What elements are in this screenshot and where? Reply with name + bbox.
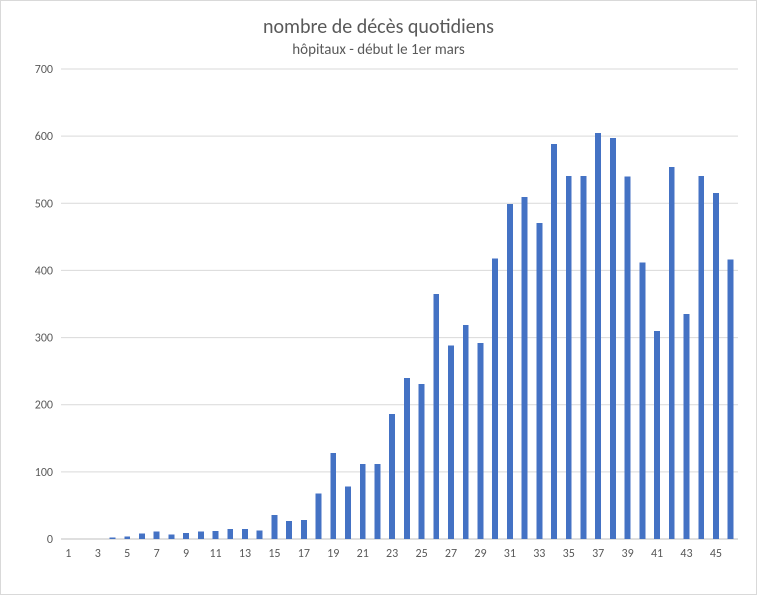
- x-axis-label: 9: [183, 547, 189, 561]
- bar: [301, 520, 307, 539]
- bar: [566, 176, 572, 539]
- x-axis-label: 17: [298, 547, 310, 561]
- bar: [227, 529, 233, 539]
- bar: [492, 258, 498, 539]
- bar: [463, 325, 469, 539]
- bar: [154, 532, 160, 539]
- x-axis-label: 25: [415, 547, 427, 561]
- bar: [139, 534, 145, 539]
- bar: [625, 176, 631, 539]
- y-axis-label: 600: [35, 130, 53, 144]
- bar: [316, 493, 322, 539]
- bar: [330, 453, 336, 539]
- bar: [595, 133, 601, 539]
- bar: [684, 314, 690, 539]
- x-axis-label: 37: [592, 547, 604, 561]
- x-axis-label: 35: [563, 547, 575, 561]
- x-axis-label: 39: [622, 547, 634, 561]
- chart-titles: nombre de décès quotidiens hôpitaux - dé…: [1, 1, 756, 59]
- x-axis-label: 29: [474, 547, 486, 561]
- x-axis-label: 21: [357, 547, 369, 561]
- bar: [360, 464, 366, 539]
- x-axis-label: 15: [268, 547, 280, 561]
- bar: [507, 204, 513, 539]
- bar: [610, 138, 616, 539]
- x-axis-label: 43: [680, 547, 692, 561]
- bar: [271, 515, 277, 539]
- y-axis-label: 500: [35, 197, 53, 211]
- y-axis-label: 200: [35, 399, 53, 413]
- bar: [374, 464, 380, 539]
- bar: [168, 534, 174, 539]
- bar: [669, 167, 675, 539]
- y-axis-label: 400: [35, 264, 53, 278]
- y-axis-label: 700: [35, 63, 53, 77]
- x-axis-label: 3: [95, 547, 101, 561]
- y-axis-label: 300: [35, 332, 53, 346]
- x-axis-label: 19: [327, 547, 339, 561]
- bar: [242, 529, 248, 539]
- bar: [198, 532, 204, 539]
- bar: [124, 536, 130, 539]
- bar: [404, 378, 410, 539]
- bar: [536, 223, 542, 539]
- x-axis-label: 23: [386, 547, 398, 561]
- x-axis-label: 41: [651, 547, 663, 561]
- bar: [551, 144, 557, 539]
- x-axis-label: 13: [239, 547, 251, 561]
- bar: [110, 538, 116, 539]
- bar-chart: 0100200300400500600700135791113151719212…: [1, 59, 757, 579]
- y-axis-label: 100: [35, 466, 53, 480]
- bar: [286, 521, 292, 539]
- bar: [728, 260, 734, 539]
- chart-subtitle: hôpitaux - début le 1er mars: [1, 41, 756, 59]
- bar: [522, 197, 528, 539]
- bar: [257, 530, 263, 539]
- x-axis-label: 33: [533, 547, 545, 561]
- x-axis-label: 1: [65, 547, 71, 561]
- x-axis-label: 27: [445, 547, 457, 561]
- y-axis-label: 0: [47, 533, 53, 547]
- bar: [478, 343, 484, 539]
- bar: [639, 262, 645, 539]
- bar: [448, 346, 454, 539]
- chart-container: nombre de décès quotidiens hôpitaux - dé…: [0, 0, 757, 595]
- bar: [713, 193, 719, 539]
- bar: [654, 331, 660, 539]
- bar: [698, 176, 704, 539]
- x-axis-label: 5: [124, 547, 130, 561]
- x-axis-label: 45: [710, 547, 722, 561]
- bar: [213, 531, 219, 539]
- bar: [345, 487, 351, 539]
- x-axis-label: 11: [209, 547, 221, 561]
- bar: [183, 533, 189, 539]
- bar: [389, 414, 395, 539]
- bar: [433, 294, 439, 539]
- x-axis-label: 31: [504, 547, 516, 561]
- bar: [581, 176, 587, 539]
- bar: [419, 384, 425, 539]
- chart-title: nombre de décès quotidiens: [1, 15, 756, 39]
- x-axis-label: 7: [154, 547, 160, 561]
